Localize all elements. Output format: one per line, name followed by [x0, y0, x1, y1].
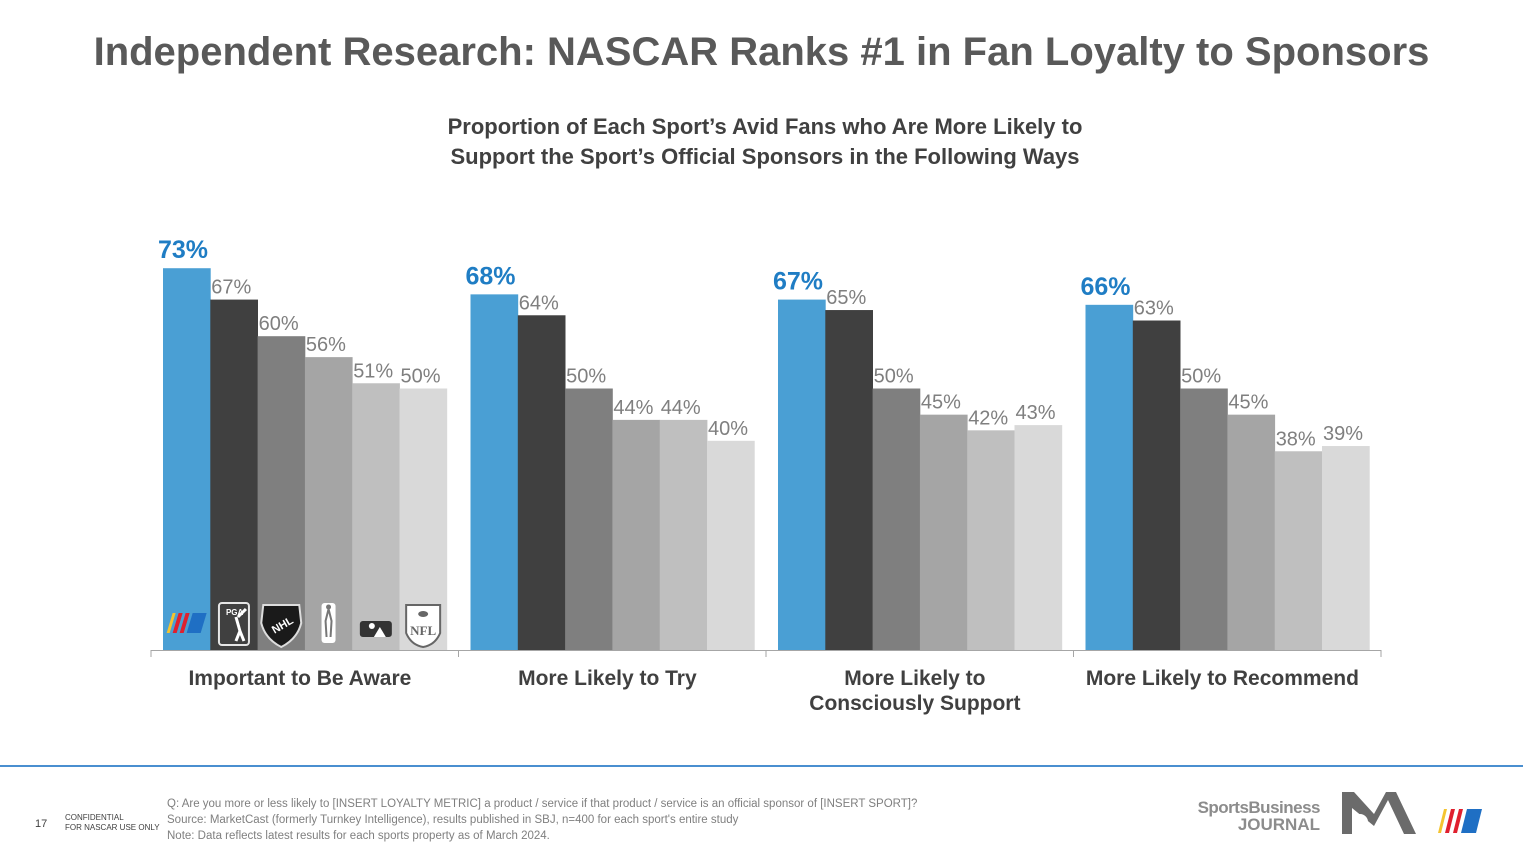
- data-label: 65%: [826, 287, 866, 309]
- data-label: 45%: [921, 392, 961, 414]
- bar-nhl: [565, 388, 613, 650]
- bar-nascar: [778, 299, 826, 650]
- data-label: 42%: [968, 407, 1008, 429]
- data-label: 63%: [1134, 298, 1174, 320]
- svg-text:PGA: PGA: [226, 608, 244, 617]
- x-tick-label: More Likely to Try: [518, 667, 697, 690]
- bar-pga-tour: [210, 299, 258, 650]
- bar-pga-tour: [825, 310, 873, 650]
- footnotes: Q: Are you more or less likely to [INSER…: [167, 796, 917, 844]
- data-label: 50%: [1181, 366, 1221, 388]
- bar-mlb: [967, 430, 1015, 650]
- bar-nascar: [163, 268, 211, 650]
- x-tick-label: More Likely to: [844, 667, 985, 690]
- data-label: 64%: [519, 292, 559, 314]
- data-label: 67%: [211, 277, 251, 299]
- mlb-icon: [359, 621, 392, 637]
- bar-mlb: [1274, 451, 1323, 650]
- page-number: 17: [35, 818, 48, 830]
- chart-title-line2: Support the Sport’s Official Sponsors in…: [450, 144, 1080, 169]
- footnote-source: Source: MarketCast (formerly Turnkey Int…: [167, 814, 739, 826]
- marketcast-logo: [1342, 792, 1416, 834]
- bar-nascar: [1085, 304, 1134, 650]
- data-label: 44%: [661, 397, 701, 419]
- nascar-icon: [166, 613, 207, 633]
- data-label: 51%: [353, 360, 393, 382]
- bar-nba: [304, 357, 353, 650]
- page-title: Independent Research: NASCAR Ranks #1 in…: [93, 30, 1430, 74]
- data-label: 73%: [158, 236, 208, 264]
- bar-nba: [612, 419, 661, 650]
- data-label: 60%: [259, 313, 299, 335]
- bar-nba: [919, 414, 968, 650]
- sbj-logo-line2: JOURNAL: [1237, 815, 1320, 834]
- sbj-logo-line1: SportsBusiness: [1197, 798, 1321, 817]
- confidential-line1: CONFIDENTIAL: [65, 813, 124, 822]
- bar-nba: [1227, 414, 1276, 650]
- sports-business-journal-logo: SportsBusiness JOURNAL: [1155, 798, 1321, 834]
- footer-divider: [0, 765, 1523, 767]
- data-label: 50%: [874, 366, 914, 388]
- chart-title-line1: Proportion of Each Sport’s Avid Fans who…: [447, 114, 1083, 139]
- nba-icon: [321, 603, 336, 643]
- nhl-icon: NHL: [260, 604, 303, 649]
- x-tick-label: Consciously Support: [809, 692, 1020, 715]
- nfl-icon: NFL: [405, 604, 442, 649]
- data-label: 44%: [613, 397, 653, 419]
- bar-nfl: [1014, 425, 1063, 650]
- bar-nfl: [707, 440, 755, 650]
- x-tick-label: More Likely to Recommend: [1086, 667, 1359, 690]
- bar-mlb: [352, 383, 400, 650]
- confidential-label: CONFIDENTIAL FOR NASCAR USE ONLY: [65, 813, 160, 833]
- confidential-line2: FOR NASCAR USE ONLY: [65, 823, 160, 832]
- data-label: 67%: [773, 268, 823, 296]
- bar-nhl: [257, 336, 306, 650]
- data-label: 38%: [1276, 428, 1316, 450]
- data-label: 40%: [708, 418, 748, 440]
- nascar-logo: [1438, 809, 1482, 833]
- bar-mlb: [659, 419, 708, 650]
- bar-nhl: [1180, 388, 1228, 650]
- data-label: 50%: [566, 366, 606, 388]
- bar-nhl: [872, 388, 921, 650]
- data-label: 50%: [401, 366, 441, 388]
- data-label: 39%: [1323, 423, 1363, 445]
- footnote-note: Note: Data reflects latest results for e…: [167, 830, 550, 842]
- bar-chart: 73%67%60%56%51% 50%Important to Be Aware6…: [150, 236, 1382, 715]
- x-tick-label: Important to Be Aware: [188, 667, 411, 690]
- bar-pga-tour: [1132, 320, 1181, 650]
- bar-pga-tour: [517, 315, 566, 650]
- data-label: 68%: [466, 262, 516, 290]
- svg-text:NFL: NFL: [410, 623, 436, 638]
- data-label: 66%: [1081, 273, 1131, 301]
- footnote-question: Q: Are you more or less likely to [INSER…: [167, 798, 918, 810]
- bar-nascar: [470, 294, 519, 650]
- bar-nfl: [1322, 446, 1370, 650]
- data-label: 43%: [1016, 402, 1056, 424]
- pga-tour-icon: PGA: [217, 602, 250, 646]
- data-label: 45%: [1228, 392, 1268, 414]
- chart-title: Proportion of Each Sport’s Avid Fans who…: [0, 112, 1523, 172]
- data-label: 56%: [306, 334, 346, 356]
